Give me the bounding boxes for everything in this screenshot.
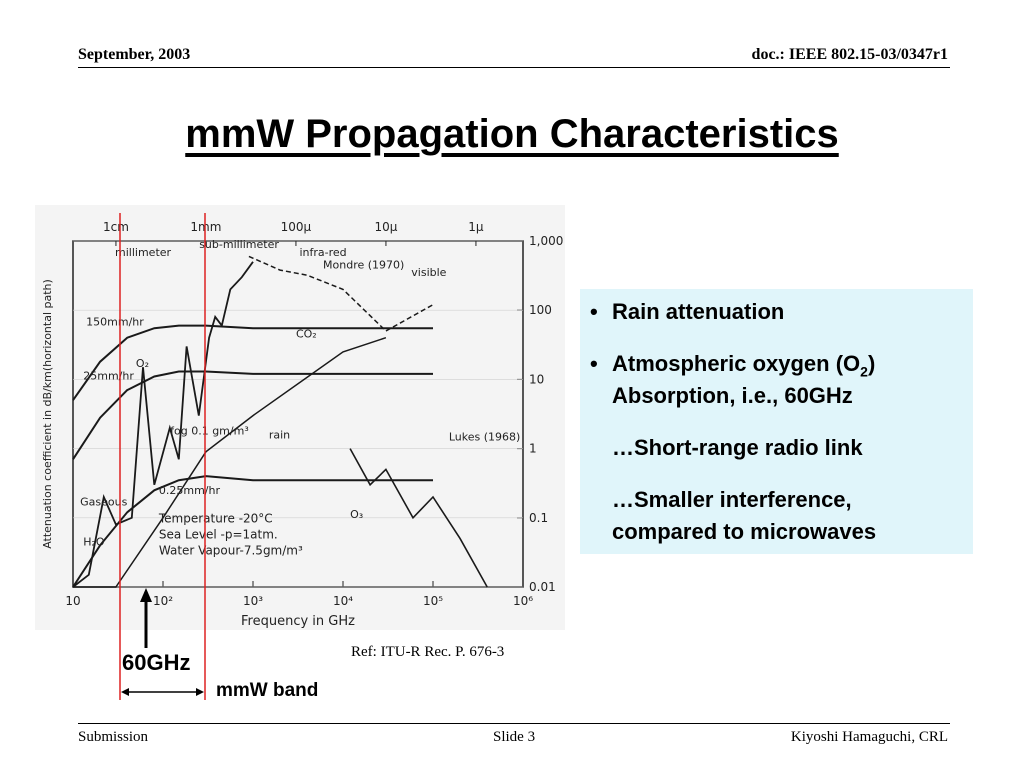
y-tick-label: 100 (529, 303, 552, 317)
series-line-150mm-hr (72, 324, 433, 401)
chart-background (35, 205, 565, 630)
y-axis-label: Attenuation coefficient in dB/km(horizon… (41, 279, 54, 549)
series-line-fog-0-1-gm-m (73, 336, 387, 588)
curve-label: Gaseous (80, 496, 127, 509)
bullet-rain-text: Rain attenuation (612, 299, 785, 324)
band-label: sub-millimeter (199, 238, 279, 251)
y-tick-label: 1,000 (529, 234, 563, 248)
y-tick-label: 0.01 (529, 580, 556, 594)
bullet-box: • Rain attenuation • Atmospheric oxygen (O… (580, 289, 973, 554)
mmw-band-label: mmW band (216, 680, 319, 701)
curve-label: Lukes (1968) (449, 431, 520, 444)
y-tick-label: 1 (529, 442, 537, 456)
x-axis-label: Frequency in GHz (241, 614, 355, 629)
curve-label: rain (269, 428, 290, 441)
condition-text: Temperature -20°C (158, 511, 273, 525)
short-range-note: …Short-range radio link (612, 435, 863, 460)
footer-rule (78, 723, 950, 724)
bullet-oxygen-line2: Absorption, i.e., 60GHz (612, 383, 853, 408)
y-tick-label: 0.1 (529, 511, 548, 525)
bullet-oxygen: • Atmospheric oxygen (O2) (590, 350, 875, 385)
attenuation-chart-figure: 10 10² 10³ 10⁴ 10⁵ 10⁶ 0.01 0.1 1 10 100 1,000 Frequ… (35, 205, 565, 630)
condition-text: Water Vapour-7.5gm/m³ (159, 543, 303, 557)
top-scale-label: 100μ (281, 220, 312, 234)
curve-label: fog 0.1 gm/m³ (170, 424, 249, 437)
top-scale-label: 1μ (468, 220, 484, 234)
x-tick-label: 10³ (243, 594, 263, 608)
x-tick-label: 10 (65, 594, 80, 608)
footer-submission: Submission (78, 729, 149, 745)
top-scale-label: 10μ (374, 220, 397, 234)
curve-label: Mondre (1970) (323, 259, 404, 272)
sixty-ghz-arrow (140, 588, 152, 648)
condition-text: Sea Level -p=1atm. (159, 527, 278, 541)
curve-label: H₂O (83, 535, 105, 548)
curve-label: CO₂ (296, 328, 317, 341)
oxygen-subscript: 2 (860, 363, 868, 380)
mmw-band-arrow (121, 688, 204, 696)
band-label: millimeter (115, 246, 172, 259)
header-rule (78, 67, 950, 68)
reference-note: Ref: ITU-R Rec. P. 676-3 (351, 644, 505, 660)
series-line-0-25mm-hr (72, 475, 433, 588)
x-tick-label: 10² (153, 594, 173, 608)
bullet-rain: • Rain attenuation (590, 298, 784, 326)
curve-label: 150mm/hr (86, 316, 144, 329)
band-label: infra-red (299, 246, 346, 259)
x-tick-label: 10⁶ (513, 594, 533, 608)
bullet-oxygen-text: Atmospheric oxygen (O (612, 351, 861, 376)
footer-slide-number: Slide 3 (493, 729, 536, 745)
top-scale-label: 1mm (190, 220, 221, 234)
slide-title: mmW Propagation Characteristics (185, 112, 839, 156)
band-label: visible (411, 266, 446, 279)
y-tick-label: 10 (529, 372, 544, 386)
x-tick-label: 10⁴ (333, 594, 353, 608)
series-line-mondre-1970 (248, 255, 434, 332)
x-tick-label: 10⁵ (423, 594, 443, 608)
bullet-dot: • (590, 299, 598, 324)
interference-note-line2: compared to microwaves (612, 519, 877, 544)
bullet-oxygen-close: ) (867, 351, 876, 376)
series-line-gaseous (72, 261, 254, 588)
series-line-lukes-1968 (349, 448, 488, 588)
footer-author: Kiyoshi Hamaguchi, CRL (790, 729, 948, 745)
series-line-25mm-hr (72, 370, 433, 460)
sixty-ghz-label: 60GHz (122, 650, 191, 675)
header-date: September, 2003 (78, 46, 191, 63)
curve-label: 25mm/hr (83, 369, 134, 382)
header-doc-id: doc.: IEEE 802.15-03/0347r1 (751, 46, 948, 63)
curve-label: O₃ (350, 508, 363, 521)
interference-note-line1: …Smaller interference, (612, 487, 852, 512)
bullet-dot: • (590, 351, 598, 376)
curve-label: O₂ (136, 357, 149, 370)
top-scale-label: 1cm (103, 220, 129, 234)
